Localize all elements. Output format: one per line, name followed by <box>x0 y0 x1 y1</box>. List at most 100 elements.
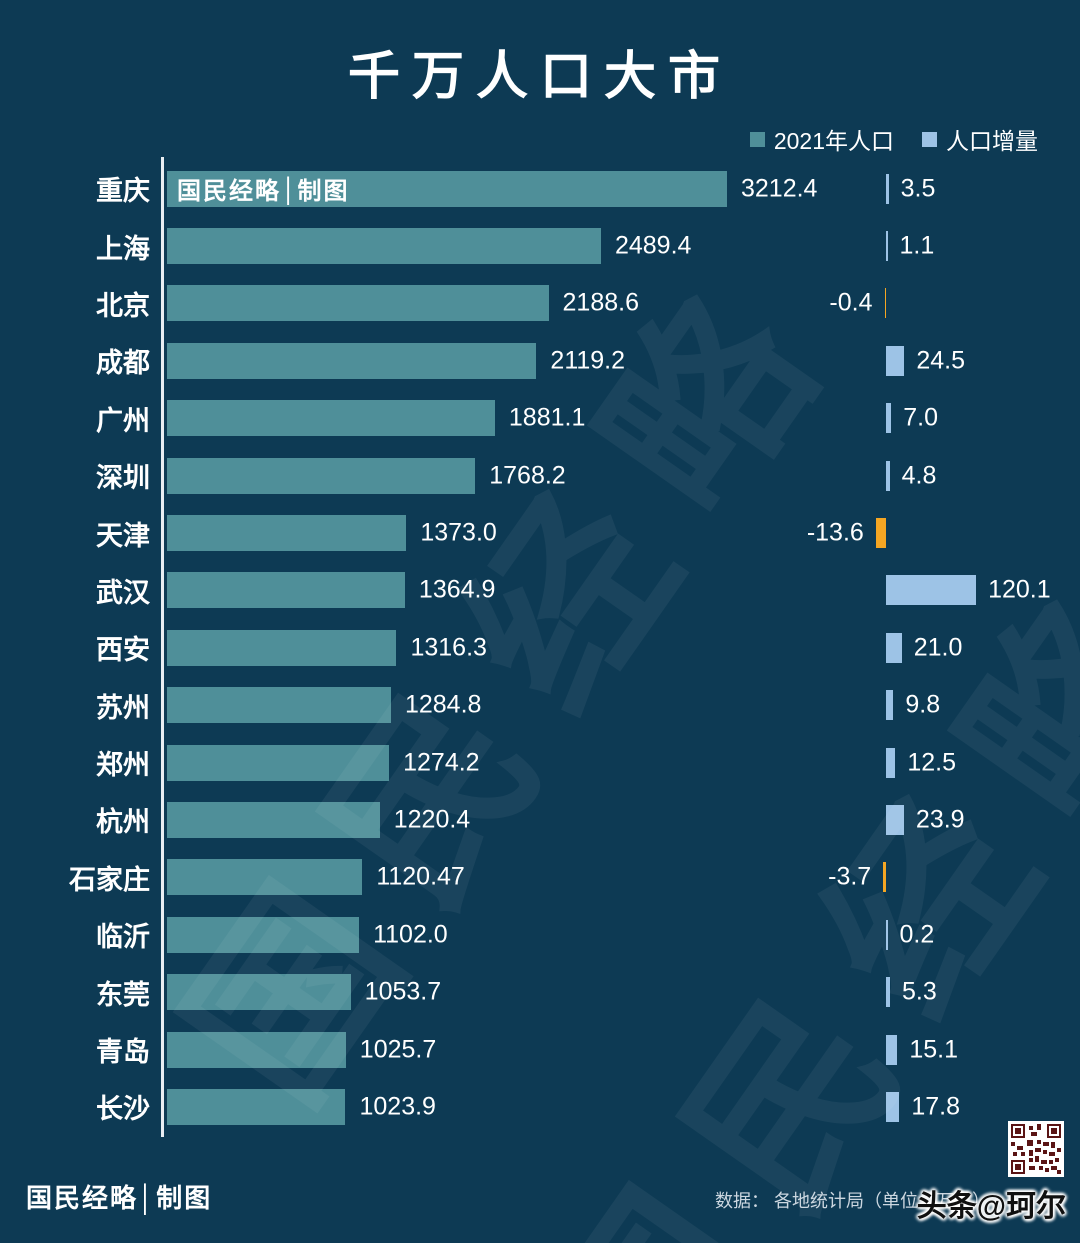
bar-track: 1284.8 9.8 <box>164 677 1080 734</box>
increase-bar <box>886 690 894 721</box>
population-bar <box>167 859 363 896</box>
population-value: 1102.0 <box>373 920 448 949</box>
increase-bar <box>886 460 890 491</box>
city-label: 成都 <box>96 348 150 379</box>
city-label: 深圳 <box>96 463 150 494</box>
population-value: 1881.1 <box>508 403 586 432</box>
increase-bar <box>886 977 890 1008</box>
population-value: 1023.9 <box>359 1092 436 1121</box>
population-value: 1316.3 <box>410 633 487 662</box>
increase-bar <box>886 1034 898 1065</box>
population-value: 1053.7 <box>364 977 442 1006</box>
data-source-text: 数据： 各地统计局（单位：万人） <box>715 1191 990 1211</box>
city-label: 东莞 <box>96 979 150 1010</box>
legend-item-population: 2021年人口 <box>749 122 894 156</box>
decrease-bar <box>875 518 886 549</box>
increase-value: 17.8 <box>911 1092 961 1121</box>
increase-bar <box>886 575 977 606</box>
city-label: 天津 <box>96 520 150 551</box>
population-bar <box>167 342 537 379</box>
increase-bar <box>886 173 889 204</box>
legend-label: 人口增量 <box>946 128 1038 154</box>
population-value: 1025.7 <box>359 1035 437 1064</box>
population-value: 1364.9 <box>418 575 496 604</box>
population-value: 1284.8 <box>404 690 482 719</box>
bar-row: 长沙 1023.9 17.8 <box>0 1078 1080 1135</box>
bar-track: 1881.1 7.0 <box>164 390 1080 447</box>
bar-row: 临沂 1102.0 0.2 <box>0 906 1080 963</box>
city-label: 上海 <box>96 233 150 264</box>
population-bar <box>167 1031 346 1068</box>
bar-row: 北京 2188.6 -0.4 <box>0 275 1080 332</box>
increase-bar <box>886 1091 900 1122</box>
bar-row: 郑州 1274.2 12.5 <box>0 734 1080 791</box>
population-bar <box>167 457 476 494</box>
population-bar <box>167 687 391 724</box>
platform-watermark: 头条@珂尔 <box>916 1190 1066 1223</box>
city-label: 郑州 <box>96 750 150 781</box>
increase-value: 120.1 <box>988 575 1051 604</box>
population-bar <box>167 285 549 322</box>
increase-value: 1.1 <box>899 231 935 260</box>
population-bar <box>167 629 397 666</box>
increase-value: 3.5 <box>900 174 936 203</box>
bar-chart: 重庆 国民经略│制图 3212.4 3.5 上海 2489.4 1.1 北京 2188.6 -0.… <box>0 160 1080 1136</box>
increase-value: 23.9 <box>915 805 965 834</box>
bar-track: 2119.2 24.5 <box>164 332 1080 389</box>
city-label: 北京 <box>96 290 150 321</box>
population-value: 2489.4 <box>614 231 692 260</box>
bar-track: 1023.9 17.8 <box>164 1078 1080 1135</box>
increase-bar <box>886 747 896 778</box>
increase-value: 9.8 <box>905 690 941 719</box>
population-value: 1220.4 <box>393 805 471 834</box>
bar-track: 1025.7 15.1 <box>164 1021 1080 1078</box>
population-bar <box>167 801 380 838</box>
bar-row: 上海 2489.4 1.1 <box>0 217 1080 274</box>
city-label: 武汉 <box>96 577 150 608</box>
legend-item-increase: 人口增量 <box>922 122 1038 156</box>
bar-track: 1364.9 120.1 <box>164 562 1080 619</box>
credit-text: 国民经略│制图 <box>26 1183 213 1213</box>
bar-track: 1120.47 -3.7 <box>164 849 1080 906</box>
bar-track: 1373.0 -13.6 <box>164 504 1080 561</box>
bar-row: 重庆 国民经略│制图 3212.4 3.5 <box>0 160 1080 217</box>
increase-value: 15.1 <box>909 1035 958 1064</box>
city-label: 青岛 <box>96 1037 150 1068</box>
population-value: 1274.2 <box>403 748 480 777</box>
city-label: 苏州 <box>96 692 150 723</box>
increase-bar <box>886 632 902 663</box>
legend-label: 2021年人口 <box>773 128 894 154</box>
bar-row: 东莞 1053.7 5.3 <box>0 963 1080 1020</box>
population-value: 1768.2 <box>489 461 566 490</box>
bar-track: 1316.3 21.0 <box>164 619 1080 676</box>
increase-value: -13.6 <box>806 518 864 547</box>
population-bar <box>167 974 351 1011</box>
bar-track: 1220.4 23.9 <box>164 791 1080 848</box>
bar-track: 2489.4 1.1 <box>164 217 1080 274</box>
population-bar <box>167 744 390 781</box>
population-value: 3212.4 <box>741 174 818 203</box>
page-title: 千万人口大市 <box>347 48 732 106</box>
increase-bar <box>886 804 904 835</box>
population-value: 1120.47 <box>376 862 465 891</box>
increase-value: -0.4 <box>829 288 873 317</box>
increase-swatch-icon <box>922 131 937 147</box>
population-bar <box>167 400 495 437</box>
city-label: 杭州 <box>96 807 150 838</box>
increase-value: 4.8 <box>901 461 937 490</box>
bar-track: 2188.6 -0.4 <box>164 275 1080 332</box>
increase-bar <box>886 919 888 950</box>
bar-row: 苏州 1284.8 9.8 <box>0 677 1080 734</box>
bar-row: 青岛 1025.7 15.1 <box>0 1021 1080 1078</box>
bar-watermark: 国民经略│制图 <box>177 176 350 206</box>
population-bar: 国民经略│制图 <box>167 170 727 207</box>
population-bar <box>167 916 360 953</box>
bar-row: 武汉 1364.9 120.1 <box>0 562 1080 619</box>
bar-track: 1102.0 0.2 <box>164 906 1080 963</box>
increase-value: 21.0 <box>913 633 963 662</box>
population-value: 1373.0 <box>420 518 497 547</box>
bar-track: 国民经略│制图 3212.4 3.5 <box>164 160 1080 217</box>
population-bar <box>167 515 407 552</box>
chart-legend: 2021年人口 人口增量 <box>749 122 1038 156</box>
